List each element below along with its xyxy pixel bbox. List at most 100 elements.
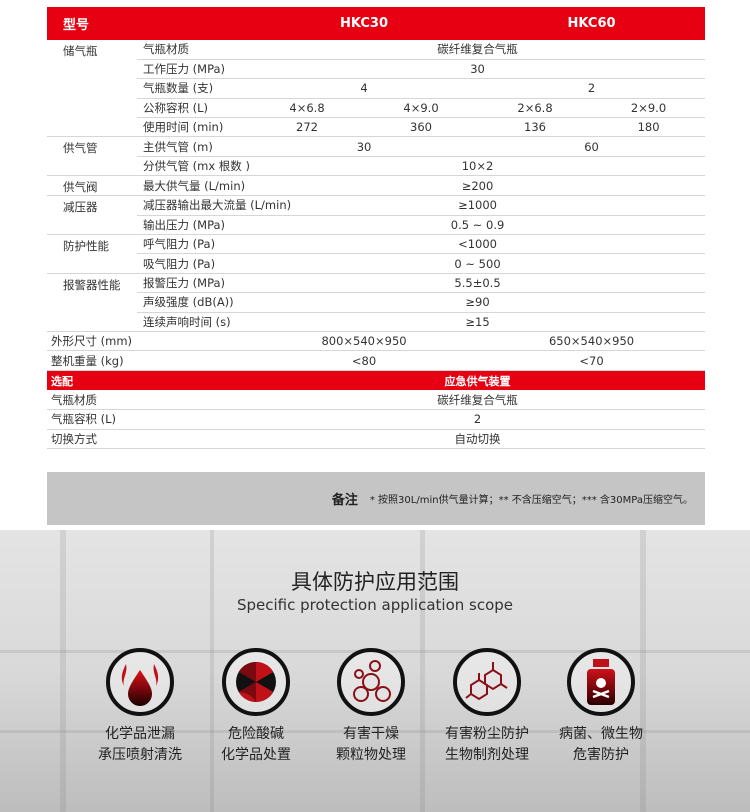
table-row: 工作压力 (MPa) 30 bbox=[47, 59, 706, 80]
radiation-icon bbox=[222, 648, 290, 716]
note-text: * 按照30L/min供气量计算；** 不含压缩空气；*** 含30MPa压缩空… bbox=[369, 495, 693, 506]
row-value: 4×6.8 bbox=[250, 98, 365, 119]
row-value: <1000 bbox=[250, 234, 706, 255]
scope-item-line: 有害干燥 bbox=[343, 726, 399, 742]
group-label: 减压器 bbox=[47, 195, 137, 236]
scope-item-line: 颗粒物处理 bbox=[336, 747, 406, 763]
scope-subtitle: Specific protection application scope bbox=[236, 596, 514, 614]
table-row: 减压器 减压器输出最大流量 (L/min) ≥1000 bbox=[47, 195, 706, 236]
scope-item-label: 危险酸碱 化学品处置 bbox=[196, 724, 316, 766]
row-value: 2×6.8 bbox=[478, 98, 593, 119]
spec-table: 型号 HKC30 HKC60 储气瓶 气瓶材质 碳纤维复合气瓶 工作压力 (MPa) 30 气瓶… bbox=[47, 7, 706, 449]
scope-item-line: 病菌、微生物 bbox=[559, 726, 643, 742]
scope-item: 病菌、微生物 危害防护 bbox=[541, 648, 661, 766]
scope-item-line: 危险酸碱 bbox=[228, 726, 284, 742]
molecule-icon bbox=[453, 648, 521, 716]
scope-item-label: 化学品泄漏 承压喷射清洗 bbox=[80, 724, 200, 766]
row-label: 切换方式 bbox=[47, 429, 251, 449]
row-label: 气瓶容积 (L) bbox=[47, 409, 251, 430]
scope-title: 具体防护应用范围 bbox=[291, 570, 459, 594]
row-value: 4×9.0 bbox=[364, 98, 479, 119]
scope-item-line: 承压喷射清洗 bbox=[98, 747, 182, 763]
row-label: 最大供气量 (L/min) bbox=[137, 175, 251, 197]
scope-item: 危险酸碱 化学品处置 bbox=[196, 648, 316, 766]
row-label: 输出压力 (MPa) bbox=[137, 215, 251, 236]
row-label: 整机重量 (kg) bbox=[47, 350, 251, 371]
row-value: 136 bbox=[478, 117, 593, 138]
scope-item: 化学品泄漏 承压喷射清洗 bbox=[80, 648, 200, 766]
row-value: 30 bbox=[250, 59, 706, 80]
table-row: 声级强度 (dB(A)) ≥90 bbox=[47, 292, 706, 313]
row-label: 报警压力 (MPa) bbox=[137, 273, 251, 294]
option-title: 应急供气装置 bbox=[250, 370, 706, 391]
group-label: 供气管 bbox=[47, 136, 137, 177]
row-label: 气瓶材质 bbox=[137, 40, 251, 60]
row-value: 5.5±0.5 bbox=[250, 273, 706, 294]
row-label: 分供气管 (mx 根数 ) bbox=[137, 156, 251, 177]
row-value: 272 bbox=[250, 117, 365, 138]
row-value: 30 bbox=[250, 136, 479, 157]
table-row: 公称容积 (L) 4×6.8 4×9.0 2×6.8 2×9.0 bbox=[47, 98, 706, 119]
group-label: 防护性能 bbox=[47, 234, 137, 274]
table-row: 防护性能 呼气阻力 (Pa) <1000 bbox=[47, 234, 706, 274]
row-label: 气瓶材质 bbox=[47, 390, 251, 411]
row-value: <70 bbox=[478, 350, 706, 371]
row-value: ≥90 bbox=[250, 292, 706, 313]
table-header: 型号 HKC30 HKC60 bbox=[47, 7, 706, 40]
row-label: 气瓶数量 (支) bbox=[137, 78, 251, 99]
row-value: 2×9.0 bbox=[592, 98, 706, 119]
row-value: 10×2 bbox=[250, 156, 706, 177]
scope-item: 有害干燥 颗粒物处理 bbox=[311, 648, 431, 766]
table-row: 分供气管 (mx 根数 ) 10×2 bbox=[47, 156, 706, 177]
particles-icon bbox=[337, 648, 405, 716]
row-label: 工作压力 (MPa) bbox=[137, 59, 251, 80]
header-model: 型号 bbox=[47, 7, 251, 40]
note-label: 备注 bbox=[331, 493, 358, 508]
protection-scope-section: 具体防护应用范围 Specific protection application… bbox=[0, 530, 750, 812]
option-header: 选配 应急供气装置 bbox=[47, 370, 706, 391]
table-row: 使用时间 (min) 272 360 136 180 bbox=[47, 117, 706, 138]
table-row: 连续声响时间 (s) ≥15 bbox=[47, 312, 706, 332]
scope-item-line: 化学品处置 bbox=[221, 747, 291, 763]
row-value: 360 bbox=[364, 117, 479, 138]
row-value: <80 bbox=[250, 350, 479, 371]
table-row: 切换方式 自动切换 bbox=[47, 429, 706, 449]
row-value: 2 bbox=[478, 78, 706, 99]
row-value: 碳纤维复合气瓶 bbox=[250, 40, 706, 60]
scope-item-label: 有害粉尘防护 生物制剂处理 bbox=[427, 724, 547, 766]
table-row: 外形尺寸 (mm) 800×540×950 650×540×950 bbox=[47, 331, 706, 352]
scope-item-label: 有害干燥 颗粒物处理 bbox=[311, 724, 431, 766]
row-value: ≥15 bbox=[250, 312, 706, 332]
row-label: 减压器输出最大流量 (L/min) bbox=[137, 195, 291, 216]
row-label: 声级强度 (dB(A)) bbox=[137, 292, 251, 313]
row-label: 外形尺寸 (mm) bbox=[47, 331, 251, 352]
row-label: 公称容积 (L) bbox=[137, 98, 251, 119]
group-label: 供气阀 bbox=[47, 175, 137, 197]
row-value: 碳纤维复合气瓶 bbox=[250, 390, 706, 411]
row-value: 0.5 ~ 0.9 bbox=[250, 215, 706, 236]
table-row: 报警器性能 报警压力 (MPa) 5.5±0.5 bbox=[47, 273, 706, 332]
row-value: 4 bbox=[250, 78, 479, 99]
header-hkc30: HKC30 bbox=[250, 7, 479, 40]
group-label: 报警器性能 bbox=[47, 273, 137, 332]
table-row: 吸气阻力 (Pa) 0 ~ 500 bbox=[47, 253, 706, 274]
row-label: 使用时间 (min) bbox=[137, 117, 251, 138]
row-value: 180 bbox=[592, 117, 706, 138]
group-label: 储气瓶 bbox=[47, 40, 137, 138]
table-row: 供气管 主供气管 (m) 30 60 bbox=[47, 136, 706, 177]
note-box: 备注 * 按照30L/min供气量计算；** 不含压缩空气；*** 含30MPa… bbox=[47, 472, 705, 525]
row-label: 呼气阻力 (Pa) bbox=[137, 234, 251, 255]
scope-item-line: 危害防护 bbox=[573, 747, 629, 763]
table-row: 储气瓶 气瓶材质 碳纤维复合气瓶 bbox=[47, 40, 706, 138]
scope-item-label: 病菌、微生物 危害防护 bbox=[541, 724, 661, 766]
table-row: 气瓶数量 (支) 4 2 bbox=[47, 78, 706, 99]
header-hkc60: HKC60 bbox=[478, 7, 706, 40]
row-value: ≥200 bbox=[250, 175, 706, 197]
row-value: 800×540×950 bbox=[250, 331, 479, 352]
scope-item-line: 有害粉尘防护 bbox=[445, 726, 529, 742]
table-row: 输出压力 (MPa) 0.5 ~ 0.9 bbox=[47, 215, 706, 236]
table-row: 整机重量 (kg) <80 <70 bbox=[47, 350, 706, 371]
table-row: 气瓶材质 碳纤维复合气瓶 bbox=[47, 390, 706, 411]
row-label: 吸气阻力 (Pa) bbox=[137, 253, 251, 274]
row-value: 0 ~ 500 bbox=[250, 253, 706, 274]
